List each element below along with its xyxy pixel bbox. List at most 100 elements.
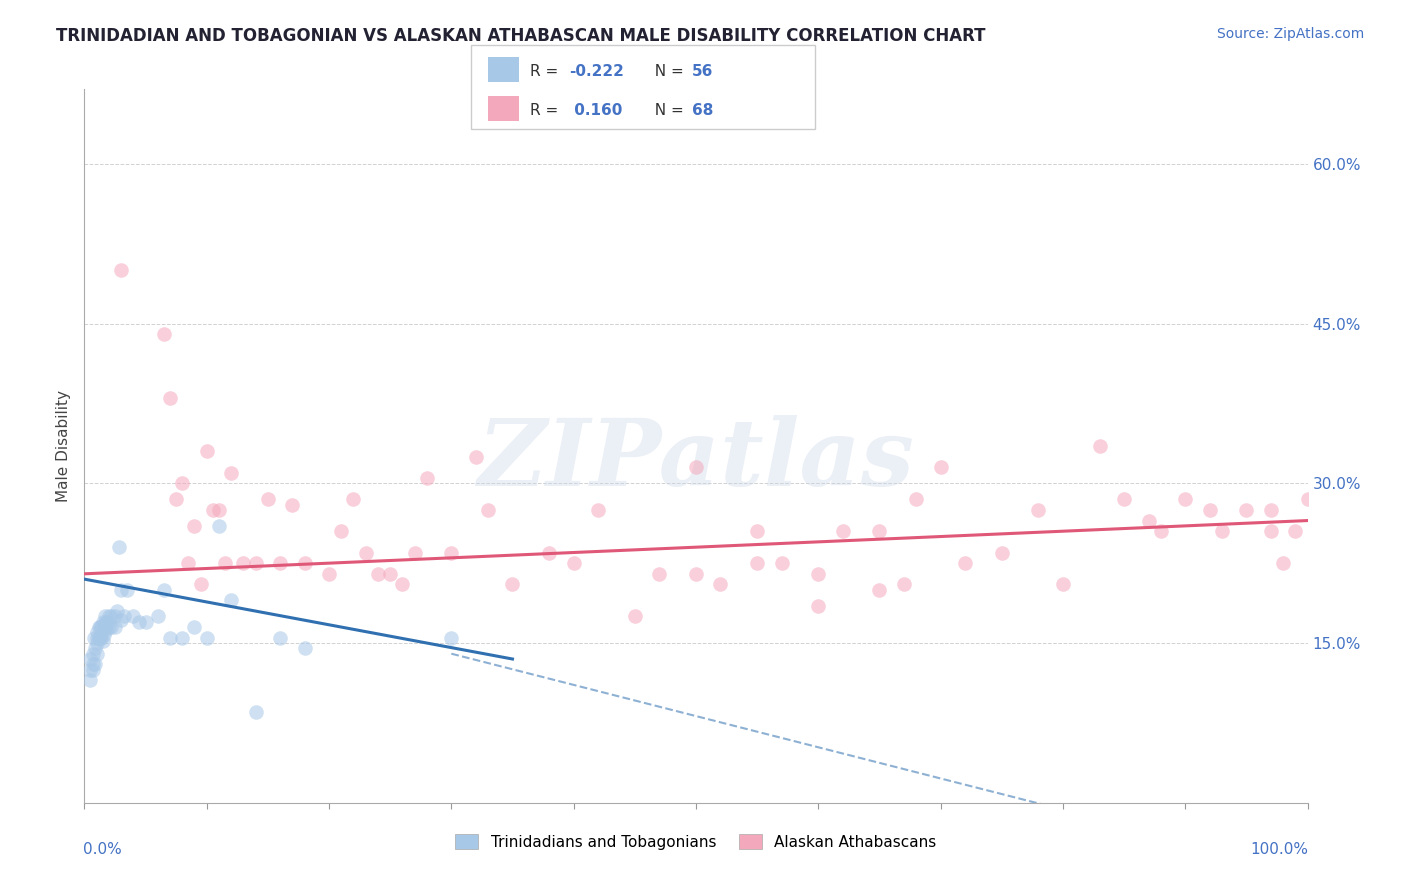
Point xyxy=(367,566,389,581)
Point xyxy=(1052,577,1074,591)
Point xyxy=(1260,503,1282,517)
Point xyxy=(172,476,194,491)
Point xyxy=(183,620,205,634)
Point xyxy=(91,615,114,629)
Point xyxy=(105,604,128,618)
Point xyxy=(110,263,132,277)
Point xyxy=(294,641,316,656)
Point xyxy=(96,615,118,629)
Point xyxy=(195,631,218,645)
Point xyxy=(354,545,377,559)
Point xyxy=(87,620,110,634)
Point xyxy=(86,647,108,661)
Text: TRINIDADIAN AND TOBAGONIAN VS ALASKAN ATHABASCAN MALE DISABILITY CORRELATION CHA: TRINIDADIAN AND TOBAGONIAN VS ALASKAN AT… xyxy=(56,27,986,45)
Point xyxy=(82,647,104,661)
Point xyxy=(991,545,1014,559)
Point xyxy=(214,556,236,570)
Point xyxy=(219,593,242,607)
Point xyxy=(91,634,114,648)
Point xyxy=(1174,492,1197,507)
Point xyxy=(281,498,304,512)
Point xyxy=(257,492,280,507)
Point xyxy=(208,519,231,533)
Text: 68: 68 xyxy=(692,103,713,119)
Point xyxy=(232,556,254,570)
Point xyxy=(747,556,769,570)
Point xyxy=(84,657,107,672)
Point xyxy=(86,625,108,640)
Point xyxy=(97,620,120,634)
Point xyxy=(869,524,891,539)
Point xyxy=(115,582,138,597)
Point xyxy=(269,631,291,645)
Point xyxy=(107,540,129,554)
Point xyxy=(1198,503,1220,517)
Point xyxy=(807,566,830,581)
Point xyxy=(1114,492,1136,507)
Point xyxy=(190,577,212,591)
Point xyxy=(104,620,127,634)
Point xyxy=(86,631,108,645)
Text: Source: ZipAtlas.com: Source: ZipAtlas.com xyxy=(1216,27,1364,41)
Point xyxy=(342,492,364,507)
Point xyxy=(201,503,224,517)
Text: R =: R = xyxy=(530,64,564,79)
Point xyxy=(90,631,112,645)
Point xyxy=(82,663,104,677)
Point xyxy=(82,657,104,672)
Point xyxy=(122,609,145,624)
Point xyxy=(807,599,830,613)
Point xyxy=(1272,556,1295,570)
Point xyxy=(110,613,132,627)
Point xyxy=(562,556,585,570)
Point xyxy=(1150,524,1173,539)
Point xyxy=(165,492,187,507)
Point xyxy=(146,609,169,624)
Point xyxy=(416,471,439,485)
Point xyxy=(79,663,101,677)
Point xyxy=(87,631,110,645)
Point xyxy=(153,582,176,597)
Point xyxy=(79,652,101,666)
Point xyxy=(269,556,291,570)
Point xyxy=(624,609,647,624)
Point xyxy=(294,556,316,570)
Point xyxy=(770,556,793,570)
Text: ZIPatlas: ZIPatlas xyxy=(478,416,914,505)
Point xyxy=(110,582,132,597)
Point xyxy=(905,492,928,507)
Point xyxy=(195,444,218,458)
Point xyxy=(477,503,499,517)
Point xyxy=(90,620,112,634)
Point xyxy=(219,466,242,480)
Point xyxy=(440,631,463,645)
Point xyxy=(96,624,118,638)
Point xyxy=(648,566,671,581)
Point xyxy=(112,609,135,624)
Point xyxy=(1211,524,1233,539)
Point xyxy=(1088,439,1111,453)
Point xyxy=(97,609,120,624)
Point xyxy=(89,620,111,634)
Point xyxy=(1284,524,1306,539)
Point xyxy=(1260,524,1282,539)
Point xyxy=(1236,503,1258,517)
Point xyxy=(94,609,117,624)
Point xyxy=(97,615,120,629)
Point xyxy=(153,327,176,342)
Point xyxy=(159,631,181,645)
Point xyxy=(172,631,194,645)
Point xyxy=(100,609,122,624)
Point xyxy=(685,566,707,581)
Point xyxy=(929,460,952,475)
Legend: Trinidadians and Tobagonians, Alaskan Athabascans: Trinidadians and Tobagonians, Alaskan At… xyxy=(450,828,942,855)
Point xyxy=(953,556,976,570)
Y-axis label: Male Disability: Male Disability xyxy=(56,390,72,502)
Point xyxy=(502,577,524,591)
Text: 0.160: 0.160 xyxy=(569,103,623,119)
Point xyxy=(177,556,200,570)
Point xyxy=(1028,503,1050,517)
Point xyxy=(318,566,340,581)
Text: R =: R = xyxy=(530,103,564,119)
Point xyxy=(89,631,111,645)
